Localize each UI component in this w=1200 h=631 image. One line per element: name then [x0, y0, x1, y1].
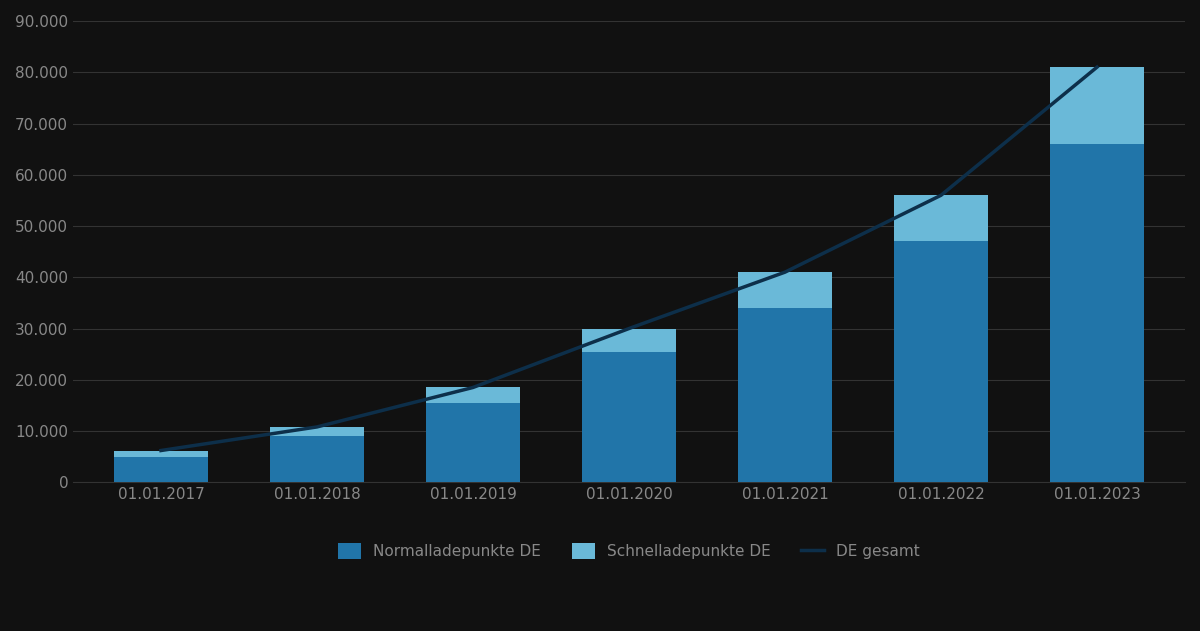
Legend: Normalladepunkte DE, Schnelladepunkte DE, DE gesamt: Normalladepunkte DE, Schnelladepunkte DE… [330, 536, 928, 567]
Bar [582, 329, 676, 351]
Bar [270, 427, 364, 436]
Bar [270, 436, 364, 482]
Bar [894, 195, 988, 242]
Bar [1050, 67, 1144, 144]
Bar [582, 351, 676, 482]
Bar [1050, 144, 1144, 482]
Bar [426, 387, 520, 403]
Bar [738, 308, 832, 482]
Bar [426, 403, 520, 482]
Bar [114, 451, 208, 457]
Bar [738, 272, 832, 308]
Bar [894, 242, 988, 482]
Bar [114, 457, 208, 482]
